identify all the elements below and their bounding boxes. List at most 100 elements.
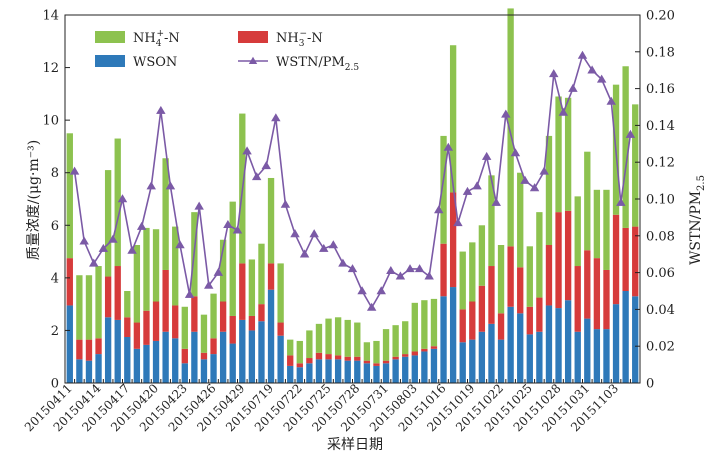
ratio-point	[136, 221, 147, 230]
bar-wson	[114, 319, 121, 383]
ratio-point	[481, 151, 492, 160]
legend-swatch-nh3n	[238, 31, 268, 43]
bar-nh3n	[488, 266, 495, 324]
bar-nh4n	[315, 323, 323, 353]
bar-nh3n	[66, 258, 73, 306]
bar-wson	[133, 348, 141, 383]
bar-nh4n	[85, 275, 93, 340]
bar-nh3n	[593, 258, 601, 330]
ratio-point	[261, 161, 271, 170]
bar-nh4n	[517, 172, 524, 268]
ratio-point	[453, 218, 463, 227]
y-tick-label: 8	[51, 166, 59, 181]
ratio-point	[184, 289, 195, 298]
ratio-point	[539, 166, 549, 175]
bar-wson	[469, 339, 476, 383]
bar-nh3n	[229, 315, 236, 344]
bar-nh4n	[162, 158, 169, 270]
bar-nh3n	[152, 301, 160, 341]
bar-wson	[172, 338, 179, 383]
y-tick-label: 0	[51, 377, 59, 392]
ratio-point	[232, 225, 243, 234]
bar-nh3n	[191, 296, 198, 332]
y2-tick-label: 0.14	[646, 119, 675, 134]
bar-nh4n	[382, 329, 390, 361]
ratio-point	[299, 249, 310, 258]
ratio-point	[386, 265, 396, 275]
bar-wson	[229, 343, 236, 383]
bar-wson	[545, 305, 553, 383]
bar-wson	[181, 363, 188, 383]
bar-nh3n	[411, 351, 418, 356]
ratio-point	[338, 258, 348, 267]
ratio-point	[347, 264, 358, 273]
ratio-point	[223, 219, 233, 228]
y-tick-label: 10	[42, 114, 59, 129]
ratio-point	[89, 258, 99, 267]
ratio-point	[443, 142, 454, 151]
ratio-point	[146, 181, 156, 190]
ratio-point	[108, 234, 118, 243]
bar-nh3n	[584, 250, 591, 319]
bar-nh4n	[277, 263, 284, 323]
ratio-point	[309, 229, 319, 238]
bar-nh4n	[497, 245, 505, 314]
bar-nh4n	[306, 330, 313, 359]
ratio-point	[357, 286, 367, 295]
bar-wson	[267, 289, 275, 383]
y2-tick-label: 0.04	[646, 303, 675, 318]
bar-nh3n	[459, 309, 466, 343]
y2-tick-label: 0.12	[646, 156, 675, 171]
bar-nh3n	[478, 285, 486, 332]
bar-nh4n	[133, 245, 141, 323]
bar-wson	[325, 359, 332, 383]
bar-wson	[143, 344, 150, 383]
bar-wson	[191, 331, 198, 383]
y2-tick-label: 0.02	[646, 340, 675, 355]
bar-nh4n	[536, 212, 543, 298]
bar-nh4n	[478, 225, 486, 286]
bar-nh3n	[632, 226, 639, 297]
ratio-point	[549, 69, 559, 78]
bar-nh4n	[430, 298, 438, 347]
bar-wson	[315, 359, 323, 383]
ratio-point	[156, 105, 166, 114]
bar-nh3n	[210, 338, 217, 355]
bar-wson	[66, 305, 73, 383]
bar-wson	[258, 321, 265, 383]
bar-wson	[152, 340, 160, 383]
bar-wson	[402, 356, 409, 383]
bar-nh3n	[392, 356, 399, 360]
bar-wson	[296, 367, 303, 383]
bar-wson	[354, 360, 361, 383]
bar-wson	[584, 318, 591, 383]
ratio-point	[424, 271, 434, 280]
bar-wson	[430, 348, 438, 383]
bar-wson	[517, 313, 524, 383]
bar-nh4n	[124, 291, 131, 318]
bar-wson	[488, 323, 495, 383]
bar-nh3n	[612, 214, 620, 305]
ratio-point	[366, 302, 377, 311]
bar-nh3n	[421, 348, 428, 352]
bar-nh3n	[200, 352, 208, 360]
bar-nh4n	[564, 97, 572, 211]
bar-wson	[603, 329, 610, 383]
bar-nh3n	[114, 266, 121, 320]
ratio-point	[529, 183, 540, 192]
x-axis-title: 采样日期	[327, 437, 383, 453]
bar-wson	[382, 363, 390, 383]
y2-tick-label: 0.08	[646, 229, 675, 244]
bar-nh4n	[258, 243, 265, 305]
bar-nh3n	[564, 210, 572, 301]
bar-nh4n	[325, 318, 332, 355]
bar-nh3n	[306, 358, 313, 364]
bar-nh4n	[459, 251, 466, 310]
bar-wson	[574, 331, 581, 383]
bar-nh4n	[219, 239, 227, 302]
ratio-point	[194, 201, 204, 210]
bar-wson	[287, 365, 294, 383]
bar-nh4n	[334, 317, 342, 356]
legend-label-nh3n: NH3−-N	[276, 29, 323, 49]
bar-nh3n	[85, 339, 93, 361]
